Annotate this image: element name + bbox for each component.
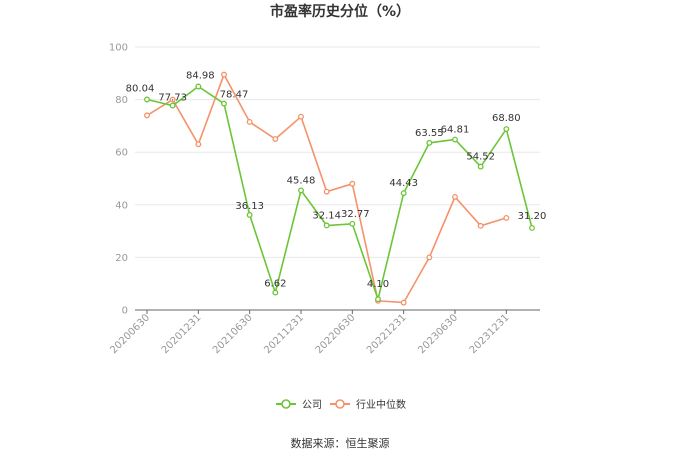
y-tick-label: 40 <box>115 200 128 211</box>
legend-label: 公司 <box>302 400 322 411</box>
data-point[interactable] <box>169 102 176 109</box>
x-tick-label: 20231231 <box>468 312 512 356</box>
chart-title: 市盈率历史分位（%） <box>270 3 410 20</box>
x-tick-label: 20221231 <box>365 312 409 356</box>
data-point[interactable] <box>272 136 279 142</box>
data-point[interactable] <box>298 113 304 120</box>
data-point[interactable] <box>477 163 484 170</box>
legend[interactable]: 公司 行业中位数 <box>276 398 406 411</box>
data-label: 31.20 <box>518 211 547 222</box>
data-point[interactable] <box>169 96 176 103</box>
data-label: 84.98 <box>186 71 215 82</box>
data-label: 32.77 <box>341 209 370 220</box>
data-source: 数据来源：恒生聚源 <box>291 436 390 450</box>
data-point[interactable] <box>426 254 433 261</box>
series-company <box>144 83 535 303</box>
series-line <box>146 72 507 304</box>
data-point[interactable] <box>144 96 150 103</box>
data-label: 36.13 <box>235 201 264 212</box>
x-axis: 20200630 20201231 20210630 20211231 20220630… <box>108 310 511 356</box>
data-label: 77.73 <box>158 93 187 104</box>
data-point[interactable] <box>195 141 202 148</box>
y-tick-label: 80 <box>115 95 128 106</box>
data-label: 64.81 <box>441 125 470 136</box>
legend-marker <box>281 399 291 409</box>
grid <box>135 46 540 311</box>
x-tick-label: 20210630 <box>211 312 255 356</box>
data-point[interactable] <box>452 193 458 200</box>
data-label: 80.04 <box>126 83 155 94</box>
data-label: 54.52 <box>466 152 495 163</box>
x-tick-label: 20211231 <box>262 312 306 356</box>
y-tick-label: 20 <box>115 253 128 264</box>
data-label: 78.47 <box>220 90 249 101</box>
y-tick-label: 60 <box>115 148 128 159</box>
data-label: 6.62 <box>264 279 286 290</box>
x-tick-label: 20200630 <box>108 312 152 356</box>
y-axis: 0 20 40 60 80 100 <box>109 43 128 317</box>
data-point[interactable] <box>503 126 510 133</box>
data-point[interactable] <box>349 180 356 187</box>
data-point[interactable] <box>477 222 484 229</box>
data-point[interactable] <box>246 212 253 218</box>
data-point[interactable] <box>272 289 279 296</box>
legend-item-industry-median[interactable]: 行业中位数 <box>330 398 406 411</box>
data-label: 45.48 <box>287 175 316 186</box>
data-point[interactable] <box>144 112 150 119</box>
legend-label: 行业中位数 <box>356 398 406 411</box>
data-point[interactable] <box>349 220 356 227</box>
data-point[interactable] <box>221 100 227 107</box>
data-label: 68.80 <box>492 113 521 124</box>
series-industry-median <box>144 71 510 306</box>
data-point[interactable] <box>323 222 330 229</box>
data-label: 63.55 <box>415 128 444 139</box>
data-label: 4.10 <box>367 279 389 290</box>
data-point[interactable] <box>503 214 510 221</box>
data-point[interactable] <box>400 190 407 197</box>
data-point[interactable] <box>375 296 381 303</box>
data-label: 32.14 <box>312 210 341 221</box>
series-layer <box>144 71 535 306</box>
legend-item-company[interactable]: 公司 <box>276 399 322 411</box>
data-point[interactable] <box>426 139 433 146</box>
y-tick-label: 100 <box>109 43 128 54</box>
data-point[interactable] <box>400 299 407 306</box>
legend-marker <box>335 399 345 409</box>
data-point[interactable] <box>452 136 458 143</box>
x-tick-label: 20201231 <box>160 312 204 356</box>
data-label: 44.43 <box>389 178 418 189</box>
data-point[interactable] <box>195 83 202 90</box>
series-line <box>146 85 533 303</box>
x-tick-label: 20230630 <box>416 312 460 356</box>
y-tick-label: 0 <box>122 306 128 317</box>
data-point[interactable] <box>246 119 253 125</box>
data-point[interactable] <box>298 187 304 194</box>
data-point[interactable] <box>323 188 330 195</box>
data-point[interactable] <box>221 71 227 78</box>
x-tick-label: 20220630 <box>314 312 358 356</box>
data-point[interactable] <box>529 224 535 231</box>
